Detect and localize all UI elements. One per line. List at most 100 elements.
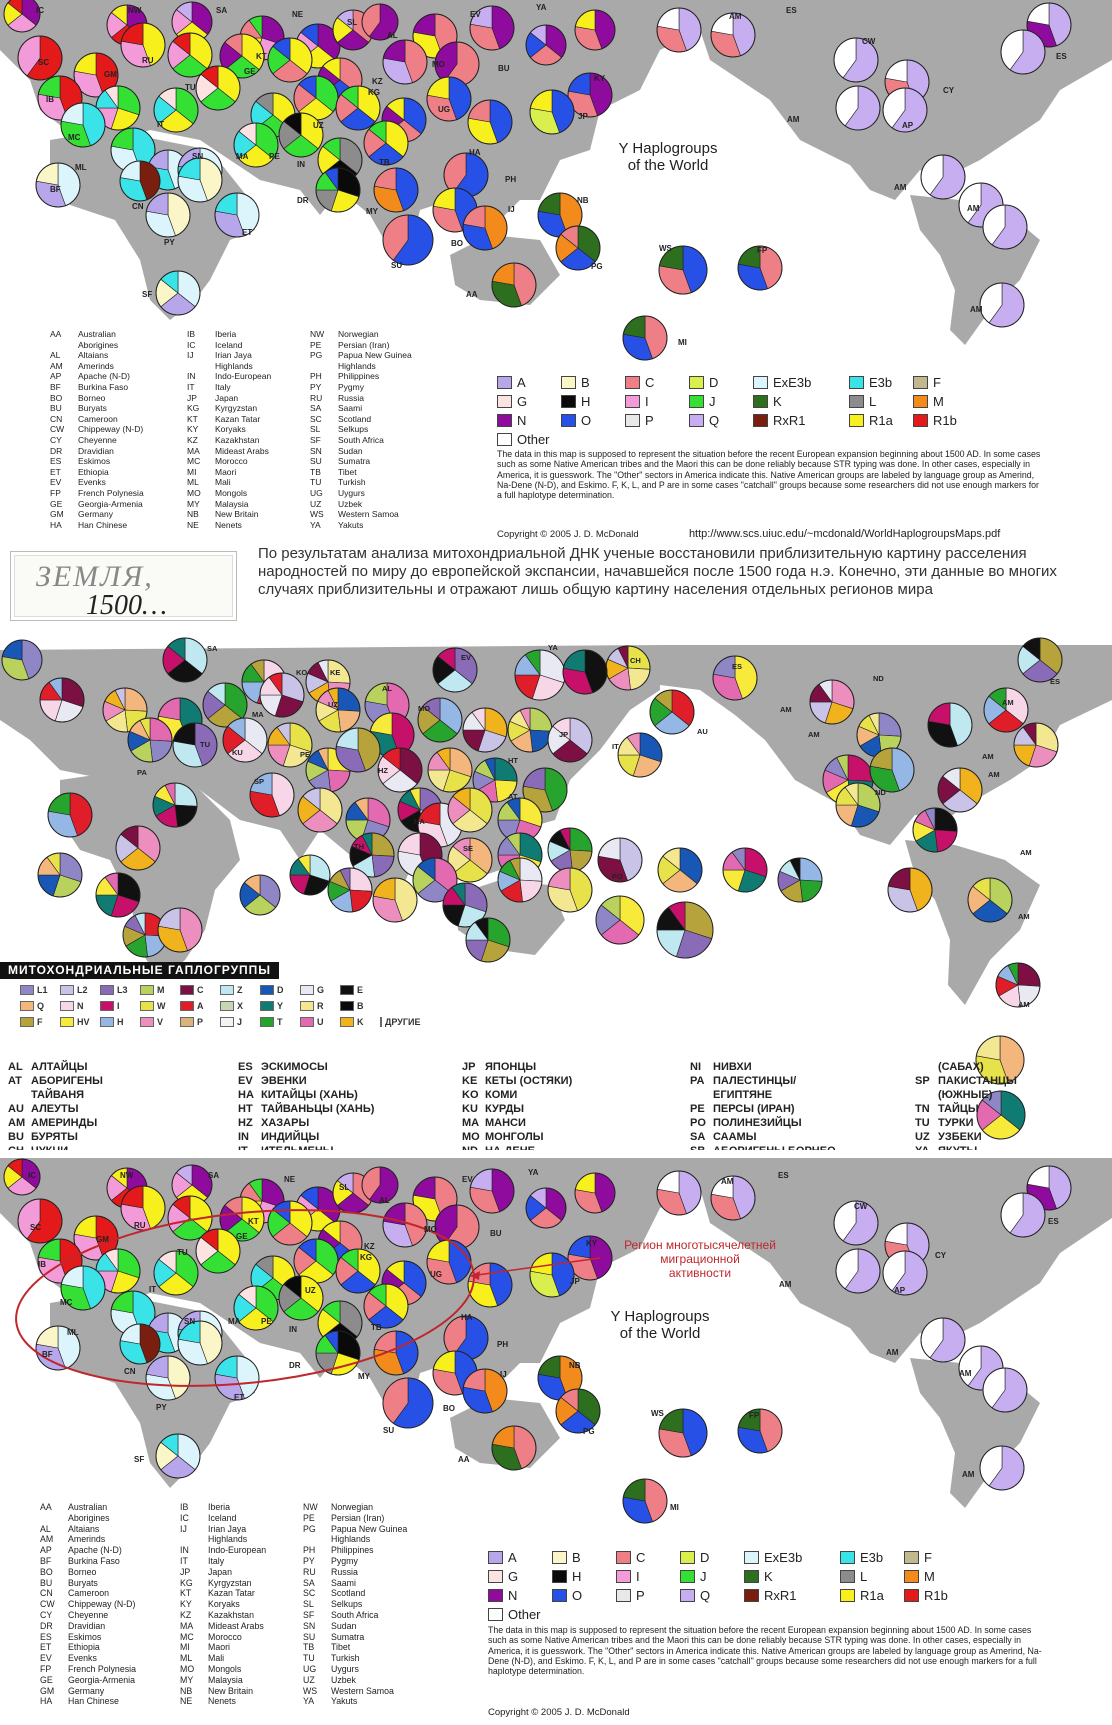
bottom-pie-54 bbox=[373, 1330, 419, 1376]
top-legend-label: K bbox=[773, 394, 782, 409]
bottom-abbr-row: BU Buryats bbox=[40, 1578, 136, 1589]
mito-legend-item bbox=[380, 1001, 420, 1011]
mito-pie-25-outline bbox=[983, 687, 1029, 733]
top-region-label: KY bbox=[594, 74, 606, 83]
mito-region-label: UZ bbox=[328, 700, 338, 709]
bottom-region-label: CN bbox=[124, 1367, 136, 1376]
mito-legend-label: Y bbox=[277, 1001, 284, 1011]
bottom-legend-item-l: L bbox=[840, 1569, 904, 1584]
bottom-legend-swatch bbox=[744, 1589, 759, 1602]
top-abbr-name: Malaysia bbox=[215, 498, 249, 509]
bottom-abbr-name: Mali bbox=[208, 1653, 225, 1664]
mito-pie-34-outline bbox=[427, 747, 473, 793]
bottom-abbr-code: BO bbox=[40, 1566, 53, 1577]
bottom-abbr-code: IN bbox=[180, 1545, 189, 1556]
bottom-pie-27 bbox=[567, 1235, 613, 1281]
bottom-abbr-row: TU Turkish bbox=[303, 1653, 407, 1664]
bottom-legend-swatch bbox=[616, 1589, 631, 1602]
bottom-abbr-row: Highlands bbox=[180, 1534, 266, 1545]
bottom-abbr-code: KT bbox=[180, 1588, 192, 1599]
mito-pie-74 bbox=[442, 882, 488, 928]
bottom-abbr-name: Morocco bbox=[208, 1631, 242, 1642]
bottom-abbr-code: PH bbox=[303, 1545, 316, 1556]
pie-charts-bottom bbox=[3, 1158, 1072, 1524]
top-abbr-row: NB New Britain bbox=[187, 509, 271, 520]
bottom-pie-59 bbox=[555, 1388, 601, 1434]
top-pie-60 bbox=[658, 245, 708, 295]
mito-pie-5-outline bbox=[432, 647, 478, 693]
top-pie-14-outline bbox=[17, 35, 63, 81]
top-pie-57-outline bbox=[462, 205, 508, 251]
ru-abbr-code: SP bbox=[915, 1075, 930, 1087]
mito-legend-swatch bbox=[220, 1017, 234, 1027]
bottom-abbr-row: SL Selkups bbox=[303, 1599, 407, 1610]
mito-legend-item: HV bbox=[60, 1017, 100, 1027]
top-pie-68 bbox=[979, 282, 1025, 328]
bottom-pie-63-outline bbox=[491, 1425, 537, 1471]
abbreviation-column-3: NW Norwegian PE Persian (Iran) PG Papua New G… bbox=[310, 329, 412, 530]
mito-pie-79 bbox=[995, 962, 1041, 1008]
mito-region-label: JP bbox=[559, 730, 569, 739]
ru-abbr-row: CHЧУКЧИ bbox=[8, 1144, 103, 1150]
bottom-region-label: SL bbox=[339, 1183, 350, 1192]
ru-abbr-code: MA bbox=[462, 1117, 480, 1129]
top-pie-62-outline bbox=[155, 270, 201, 316]
top-pie-59 bbox=[555, 225, 601, 271]
top-abbr-code: TU bbox=[310, 477, 322, 488]
bottom-abbr-name: Turkish bbox=[331, 1653, 360, 1664]
bottom-legend-label: Q bbox=[700, 1588, 711, 1603]
top-pie-38 bbox=[529, 89, 575, 135]
top-region-label: IJ bbox=[508, 205, 515, 214]
mito-legend-item: D bbox=[260, 985, 300, 995]
mito-legend-label: L1 bbox=[37, 985, 48, 995]
bottom-pie-7-outline bbox=[412, 1176, 458, 1222]
top-region-label: BF bbox=[50, 185, 61, 194]
top-abbr-row: KY Koryaks bbox=[187, 424, 271, 435]
ru-abbr-row: AL АЛТАЙЦЫ bbox=[8, 1060, 103, 1074]
ru-abbr-row: (САБАХ) bbox=[915, 1060, 1017, 1074]
top-region-label: CW bbox=[862, 37, 876, 46]
bottom-pie-52 bbox=[214, 1355, 260, 1401]
bottom-region-label: DR bbox=[289, 1361, 301, 1370]
mito-pie-77-outline bbox=[595, 895, 645, 945]
top-abbr-code bbox=[187, 361, 215, 372]
bottom-region-label: KZ bbox=[364, 1242, 375, 1251]
top-abbr-code: AM bbox=[50, 360, 63, 371]
top-abbr-name: Aborigines bbox=[78, 339, 119, 350]
mito-legend-item: N bbox=[60, 1001, 100, 1011]
ru-abbr-name: ЯПОНЦЫ bbox=[485, 1061, 537, 1073]
ru-abbr-name: УЗБЕКИ bbox=[938, 1131, 982, 1143]
top-abbr-name: Selkups bbox=[338, 424, 369, 435]
top-legend-label: B bbox=[581, 375, 590, 390]
top-abbr-code: MI bbox=[187, 466, 197, 477]
mito-pie-68-outline bbox=[157, 907, 203, 953]
ru-abbr-name: (САБАХ) bbox=[938, 1061, 984, 1073]
mito-pie-61 bbox=[657, 847, 703, 893]
top-region-label: IC bbox=[36, 6, 44, 15]
mito-pie-8 bbox=[712, 655, 758, 701]
mito-region-label: PE bbox=[300, 750, 311, 759]
top-pie-11-outline bbox=[656, 7, 702, 53]
mito-pie-79-outline bbox=[995, 962, 1041, 1008]
mito-pie-35-outline bbox=[472, 757, 518, 803]
top-pie-51 bbox=[145, 192, 191, 238]
bottom-pie-67-outline bbox=[982, 1367, 1028, 1413]
bottom-abbr-code: AP bbox=[40, 1545, 52, 1556]
bottom-abbr-row: GE Georgia-Armenia bbox=[40, 1675, 136, 1686]
map-title-bottom: Y Haplogroups of the World bbox=[590, 1308, 730, 1342]
mito-legend-label: A bbox=[197, 1001, 204, 1011]
mito-legend-swatch bbox=[20, 1001, 34, 1011]
bottom-abbr-row: MI Maori bbox=[180, 1642, 266, 1653]
bottom-abbr-code: DR bbox=[40, 1620, 53, 1631]
mito-pie-44 bbox=[47, 792, 93, 838]
bottom-abbr-name: Saami bbox=[331, 1577, 356, 1588]
top-abbr-code bbox=[310, 361, 338, 372]
top-abbr-code: KG bbox=[187, 403, 200, 414]
bottom-region-label: NW bbox=[120, 1171, 134, 1180]
top-pie-46 bbox=[363, 120, 409, 166]
bottom-pie-38 bbox=[529, 1252, 575, 1298]
top-abbr-name: Borneo bbox=[78, 392, 106, 403]
top-pie-52 bbox=[214, 192, 260, 238]
top-pie-51-outline bbox=[145, 192, 191, 238]
top-legend-item-i: I bbox=[625, 394, 689, 409]
